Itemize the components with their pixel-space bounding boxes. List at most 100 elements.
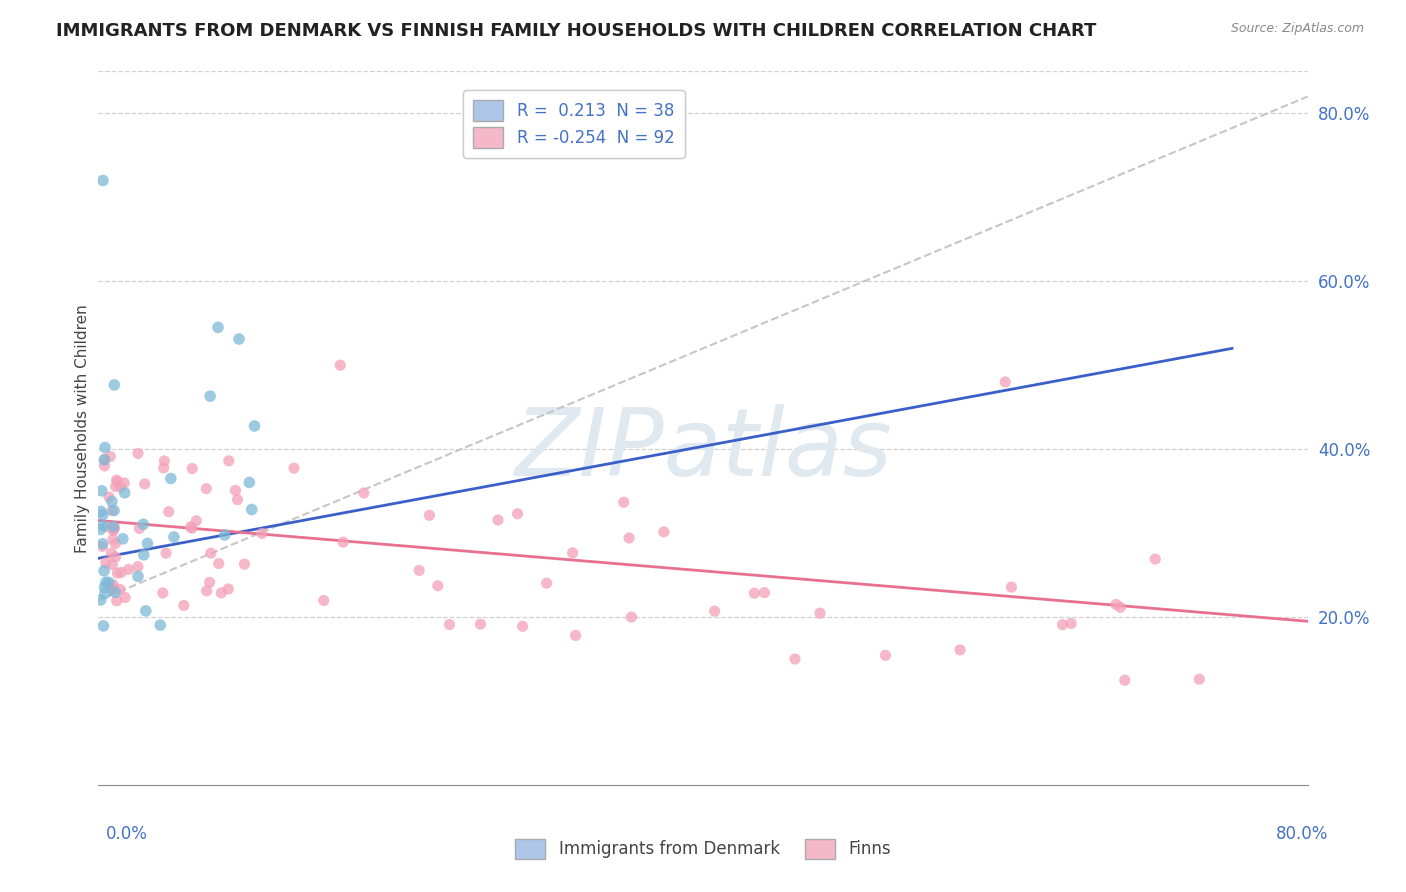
Point (149, 618, 172, 632)
Point (180, 520, 202, 534)
Point (114, 485, 136, 500)
Point (103, 519, 125, 533)
Point (128, 521, 150, 535)
Point (101, 581, 124, 595)
Point (243, 419, 266, 434)
Point (783, 652, 806, 666)
Point (209, 586, 232, 600)
Point (91, 518, 114, 533)
Point (135, 604, 157, 618)
Text: IMMIGRANTS FROM DENMARK VS FINNISH FAMILY HOUSEHOLDS WITH CHILDREN CORRELATION C: IMMIGRANTS FROM DENMARK VS FINNISH FAMIL… (56, 22, 1097, 40)
Point (506, 507, 529, 521)
Point (105, 473, 128, 487)
Point (163, 530, 186, 544)
Point (94, 441, 117, 455)
Point (332, 535, 354, 549)
Point (103, 522, 125, 536)
Point (132, 517, 155, 532)
Point (94, 556, 117, 570)
Point (91, 540, 114, 554)
Point (105, 475, 128, 489)
Point (198, 389, 221, 403)
Point (100, 546, 122, 560)
Point (228, 332, 250, 346)
Legend: R =  0.213  N = 38, R = -0.254  N = 92: R = 0.213 N = 38, R = -0.254 N = 92 (464, 90, 685, 158)
Point (200, 546, 222, 560)
Point (226, 492, 249, 507)
Point (127, 446, 149, 460)
Point (418, 508, 440, 523)
Point (103, 378, 125, 392)
Point (105, 594, 128, 608)
Point (238, 475, 260, 490)
Point (283, 461, 305, 475)
Point (100, 582, 122, 596)
Point (744, 586, 766, 600)
Point (207, 320, 229, 334)
Point (875, 648, 897, 663)
Point (994, 375, 1017, 389)
Point (218, 454, 240, 468)
Point (198, 575, 221, 590)
Point (408, 563, 430, 577)
Point (1060, 616, 1083, 631)
Point (103, 503, 125, 517)
Point (91, 537, 114, 551)
Point (620, 610, 643, 624)
Point (104, 585, 127, 599)
Point (134, 476, 156, 491)
Point (157, 505, 180, 519)
Point (93, 453, 115, 467)
Point (186, 514, 208, 528)
Point (1052, 617, 1074, 632)
Point (613, 495, 636, 509)
Point (1114, 673, 1136, 688)
Point (152, 461, 174, 475)
Point (103, 521, 125, 535)
Point (105, 566, 128, 581)
Point (536, 576, 558, 591)
Point (110, 566, 132, 580)
Point (136, 536, 159, 550)
Point (101, 494, 124, 508)
Point (486, 513, 509, 527)
Point (195, 583, 218, 598)
Point (93, 580, 115, 594)
Point (426, 579, 449, 593)
Point (1109, 600, 1132, 615)
Point (132, 548, 155, 562)
Point (353, 486, 375, 500)
Point (110, 480, 132, 494)
Point (94, 586, 117, 600)
Point (96, 519, 118, 533)
Point (181, 461, 204, 475)
Point (114, 591, 136, 605)
Point (208, 557, 231, 571)
Point (808, 606, 831, 620)
Point (949, 643, 972, 657)
Point (101, 558, 124, 572)
Point (1188, 672, 1211, 686)
Point (214, 528, 236, 542)
Point (233, 557, 256, 571)
Point (564, 628, 586, 642)
Point (329, 358, 352, 372)
Point (91, 173, 114, 187)
Point (1000, 580, 1022, 594)
Point (312, 593, 335, 607)
Point (1144, 552, 1167, 566)
Point (90, 483, 112, 498)
Point (652, 524, 675, 539)
Point (93, 458, 115, 473)
Point (470, 617, 492, 632)
Point (703, 604, 725, 618)
Point (439, 617, 461, 632)
Text: 80.0%: 80.0% (1277, 825, 1329, 843)
Point (224, 483, 246, 498)
Point (195, 482, 218, 496)
Point (160, 471, 183, 485)
Point (512, 619, 534, 633)
Point (103, 524, 125, 538)
Point (117, 562, 139, 576)
Point (127, 559, 149, 574)
